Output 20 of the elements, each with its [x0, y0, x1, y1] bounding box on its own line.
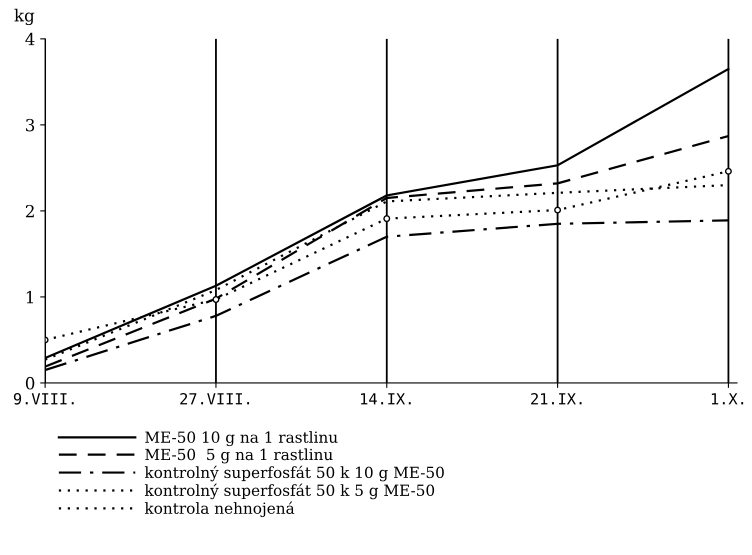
- legend-label: kontrola nehnojená: [144, 502, 294, 518]
- x-tick-label: 14.IX.: [361, 393, 411, 404]
- legend-label: ME-50 5 g na 1 rastlinu: [145, 448, 333, 464]
- y-axis-title: kg: [14, 8, 34, 26]
- point: [554, 206, 562, 214]
- legend-label: ME-50 10 g na 1 rastlinu: [145, 431, 338, 446]
- y-tick-label: 3: [26, 118, 34, 132]
- y-tick-label: 1: [26, 290, 34, 304]
- x-tick-label: 27.VIII.: [180, 393, 250, 404]
- legend-label: kontrolný superfosfát 50 k 10 g ME-50: [144, 466, 444, 482]
- legend-label: kontrolný superfosfát 50 k 5 g ME-50: [144, 484, 434, 500]
- x-tick-label: 21.IX.: [531, 393, 582, 404]
- y-tick-label: 2: [26, 204, 34, 218]
- point: [212, 296, 220, 303]
- y-tick-label: 0: [26, 376, 34, 390]
- point: [383, 215, 390, 222]
- x-tick-label: 1.X.: [712, 393, 744, 404]
- y-tick-label: 4: [25, 32, 35, 46]
- point: [724, 168, 732, 175]
- x-tick-label: 9.VIII.: [14, 393, 74, 405]
